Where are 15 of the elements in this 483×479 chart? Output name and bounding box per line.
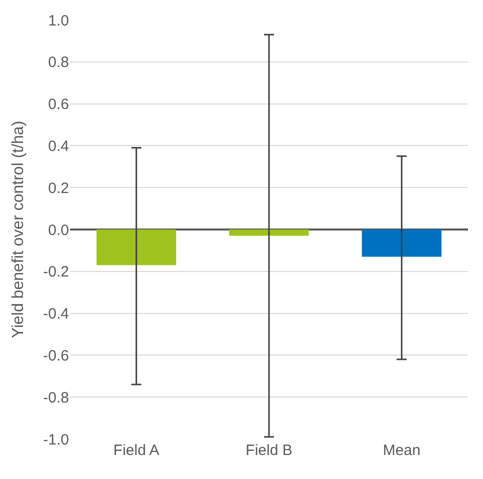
x-tick-label: Mean	[382, 442, 420, 459]
y-tick-label: 0.4	[48, 138, 69, 155]
y-axis-title: Yield benefit over control (t/ha)	[10, 120, 28, 338]
x-tick-label: Field B	[246, 442, 292, 459]
y-tick-label: 0.2	[48, 180, 69, 197]
x-tick-label: Field A	[113, 442, 160, 459]
y-tick-label: -0.4	[43, 306, 69, 323]
y-tick-label: 1.0	[48, 12, 69, 30]
y-tick-label: 0.0	[48, 222, 69, 239]
y-tick-label: -1.0	[43, 431, 69, 448]
y-tick-label: 0.6	[48, 96, 69, 114]
y-tick-label: -0.8	[43, 389, 69, 406]
y-tick-label: -0.6	[43, 347, 69, 364]
y-tick-label: -0.2	[43, 264, 69, 281]
y-tick-label: 0.8	[48, 54, 69, 72]
